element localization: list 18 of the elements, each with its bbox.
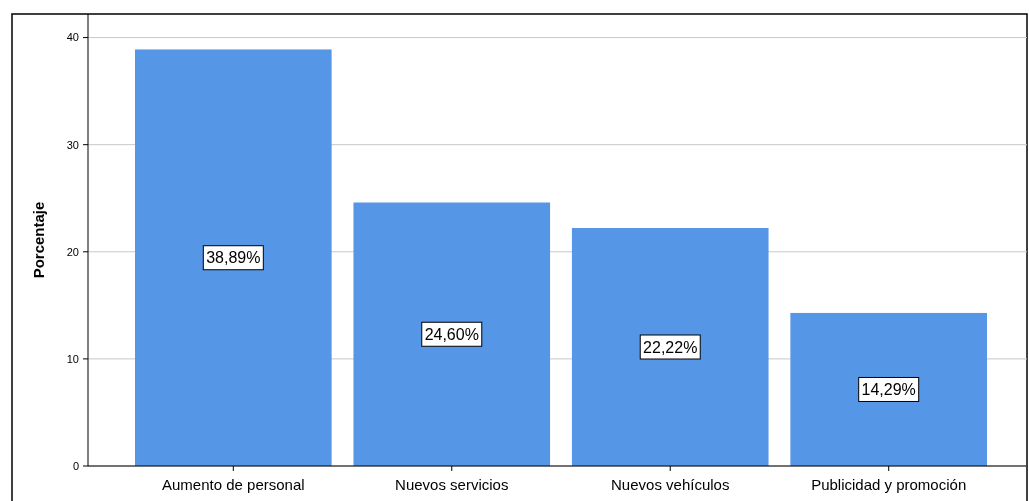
y-tick-label: 0	[72, 459, 79, 472]
y-tick-label: 10	[66, 352, 79, 365]
data-label: 38,89%	[206, 249, 261, 267]
data-label: 14,29%	[861, 381, 916, 399]
y-tick-label: 40	[66, 31, 79, 44]
bar	[790, 312, 987, 466]
bar	[135, 49, 332, 466]
y-axis-title: Porcentaje	[30, 201, 47, 279]
bar	[353, 202, 551, 466]
x-tick-label: Aumento de personal	[162, 476, 305, 493]
data-label: 24,60%	[424, 325, 479, 343]
x-tick-label: Nuevos vehículos	[611, 476, 730, 493]
y-tick-label: 30	[66, 138, 79, 151]
x-tick-label: Publicidad y promoción	[811, 476, 967, 493]
x-tick-label: Nuevos servicios	[395, 476, 509, 493]
bar	[571, 228, 769, 466]
data-label: 22,22%	[643, 338, 698, 356]
y-tick-label: 20	[66, 245, 79, 258]
